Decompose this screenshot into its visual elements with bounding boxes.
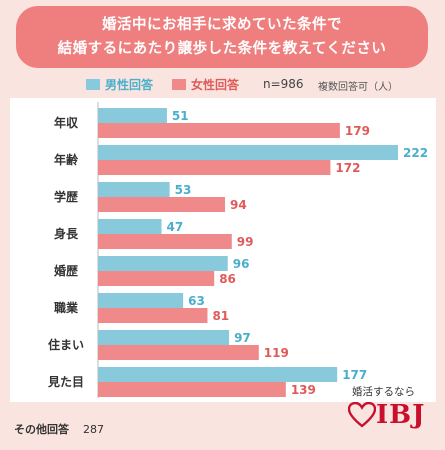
logo-brand: IBJ <box>376 400 426 430</box>
value-label-male: 63 <box>188 294 205 308</box>
title-line-1: 婚活中にお相手に求めていた条件で <box>102 17 342 33</box>
category-label: 住まい <box>48 337 84 352</box>
value-label-female: 172 <box>335 161 360 175</box>
category-label: 職業 <box>54 300 79 315</box>
plot-area: 年収 51 179 年齢 222 172 学歴 53 94 身長 47 99 婚歴 96 86 職業 63 81 住… <box>10 98 436 402</box>
bar-female <box>98 234 232 249</box>
legend-female-swatch <box>172 79 186 90</box>
value-label-female: 119 <box>264 346 289 360</box>
bar-male <box>98 219 162 234</box>
other-answers: その他回答 287 <box>14 421 104 437</box>
ibj-logo: 婚活するなら IBJ <box>346 384 438 442</box>
bar-male <box>98 330 230 345</box>
bar-male <box>98 293 184 308</box>
bar-female <box>98 160 331 175</box>
value-label-male: 96 <box>233 257 250 271</box>
bar-female <box>98 197 226 212</box>
bar-female <box>98 308 208 323</box>
value-label-male: 51 <box>172 109 189 123</box>
value-label-female: 179 <box>345 124 370 138</box>
legend-female: 女性回答 <box>172 76 239 93</box>
bar-female <box>98 271 215 286</box>
bar-male <box>98 108 167 123</box>
chart-title: 婚活中にお相手に求めていた条件で 結婚するにあたり譲歩した条件を教えてください <box>16 6 428 68</box>
category-label: 身長 <box>54 226 79 241</box>
legend-male: 男性回答 <box>86 76 153 93</box>
bar-female <box>98 345 259 360</box>
bar-male <box>98 182 170 197</box>
category-label: 年齢 <box>54 152 79 167</box>
value-label-female: 86 <box>219 272 236 286</box>
category-label: 年収 <box>54 115 79 130</box>
value-label-female: 81 <box>212 309 229 323</box>
category-label: 学歴 <box>54 189 78 204</box>
sample-size: n=986 <box>263 77 304 91</box>
value-label-male: 47 <box>167 220 184 234</box>
value-label-male: 97 <box>234 331 251 345</box>
other-answers-label: その他回答 <box>14 423 69 436</box>
legend-female-label: 女性回答 <box>191 78 240 92</box>
bar-male <box>98 256 228 271</box>
legend-male-label: 男性回答 <box>105 78 154 92</box>
bar-male <box>98 145 398 160</box>
category-label: 見た目 <box>47 374 84 389</box>
title-line-2: 結婚するにあたり譲歩した条件を教えてください <box>57 41 387 57</box>
category-label: 婚歴 <box>54 263 78 278</box>
legend-male-swatch <box>86 79 100 90</box>
bar-female <box>98 382 286 397</box>
bar-female <box>98 123 340 138</box>
other-answers-value: 287 <box>83 423 104 436</box>
value-label-male: 177 <box>342 368 367 382</box>
value-label-female: 139 <box>291 383 316 397</box>
bar-male <box>98 367 338 382</box>
value-label-male: 222 <box>403 146 428 160</box>
legend: 男性回答 女性回答 n=986 複数回答可（人） <box>0 76 445 94</box>
value-label-male: 53 <box>175 183 192 197</box>
heart-icon <box>348 402 376 428</box>
value-label-female: 99 <box>237 235 254 249</box>
logo-tagline: 婚活するなら <box>352 386 415 398</box>
value-label-female: 94 <box>230 198 247 212</box>
answer-note: 複数回答可（人） <box>318 82 398 93</box>
